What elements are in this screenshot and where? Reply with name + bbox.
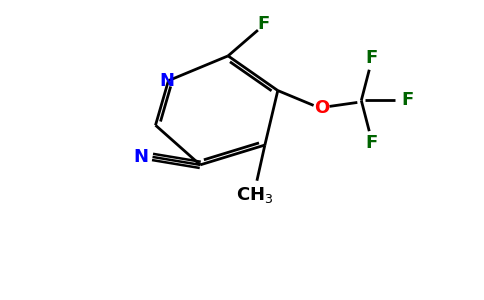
Text: CH$_3$: CH$_3$ [236,184,273,205]
Text: F: F [365,49,378,67]
Text: F: F [258,15,270,33]
Text: N: N [133,148,148,166]
Text: N: N [159,72,174,90]
Text: F: F [401,92,413,110]
Text: F: F [365,134,378,152]
Text: O: O [314,99,329,117]
